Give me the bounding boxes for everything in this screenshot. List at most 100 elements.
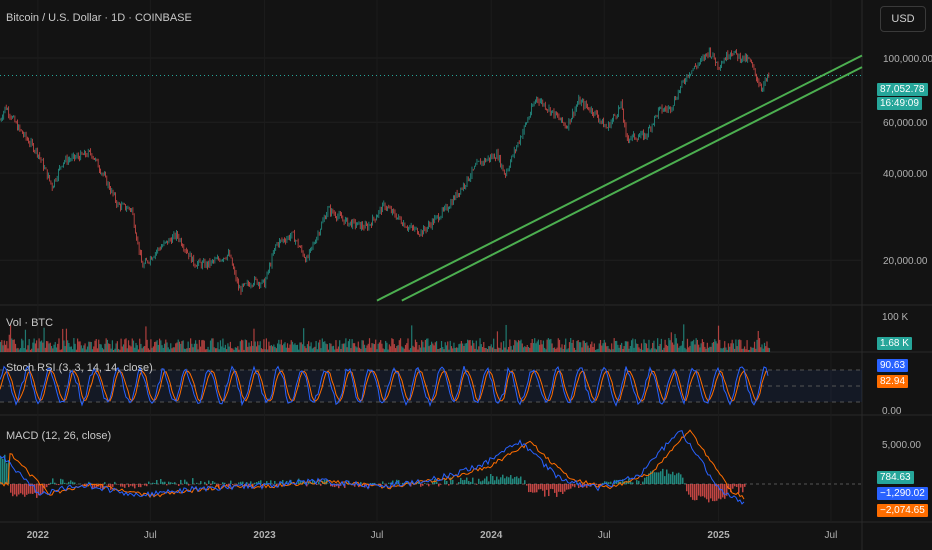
volume-bar	[388, 344, 390, 352]
volume-bar	[289, 344, 291, 352]
volume-bar	[494, 348, 496, 352]
volume-bar	[721, 348, 723, 352]
macd-hist-bar	[646, 476, 648, 484]
macd-hist-bar	[266, 481, 268, 484]
macd-hist-bar	[548, 484, 550, 497]
volume-bar	[340, 348, 342, 352]
macd-hist-bar	[670, 474, 672, 484]
volume-bar	[635, 343, 638, 352]
volume-bar	[180, 343, 182, 352]
volume-bar	[345, 338, 347, 352]
volume-bar	[664, 339, 666, 352]
macd-hist-bar	[664, 476, 666, 484]
trendlines[interactable]	[376, 54, 863, 302]
volume-bar	[588, 347, 590, 352]
volume-bar	[13, 339, 15, 352]
macd-hist-bar	[438, 484, 440, 487]
x-tick-label: Jul	[144, 530, 157, 541]
volume-bar	[49, 342, 51, 352]
volume-bar	[85, 349, 87, 352]
macd-hist-bar	[638, 480, 640, 484]
macd-hist-bar	[460, 477, 462, 484]
volume-bar	[226, 349, 228, 352]
volume-bar	[144, 345, 146, 352]
volume-bar	[217, 342, 219, 352]
macd-hist-bar	[660, 471, 662, 484]
volume-bar	[157, 344, 159, 352]
volume-bar	[304, 346, 306, 352]
volume-bar	[0, 341, 2, 352]
macd-hist-bar	[382, 481, 384, 484]
x-tick-label: 2024	[480, 530, 503, 541]
volume-bar	[670, 332, 672, 352]
volume-bar	[27, 345, 29, 352]
trendline-lower[interactable]	[401, 66, 863, 302]
macd-hist-bar	[418, 481, 420, 484]
macd-hist-bar	[656, 472, 658, 484]
volume-bar	[633, 347, 635, 352]
trendline-upper[interactable]	[376, 54, 863, 302]
volume-bar	[710, 346, 712, 352]
volume-bar	[108, 343, 110, 352]
volume-bar	[638, 347, 640, 352]
volume-bar	[42, 342, 44, 352]
volume-bar	[735, 339, 737, 352]
volume-bar	[762, 348, 764, 352]
macd-hist-bar	[472, 477, 474, 484]
currency-button[interactable]: USD	[880, 6, 926, 32]
volume-bar	[300, 342, 302, 352]
macd-hist-bar	[686, 484, 688, 492]
volume-bar	[344, 343, 346, 352]
volume-bar	[6, 341, 8, 352]
macd-hist-bar	[610, 481, 612, 484]
x-axis-ticks: 2022 Jul 2023 Jul 2024 Jul 2025 Jul	[27, 530, 838, 541]
volume-bar	[73, 338, 75, 352]
volume-bar	[233, 349, 235, 352]
volume-bar	[488, 346, 490, 352]
volume-bar	[67, 340, 69, 352]
volume-bar	[386, 342, 388, 352]
macd-hist-bar	[192, 478, 194, 484]
macd-hist-bar	[226, 484, 228, 486]
macd-hist-bar	[12, 484, 14, 497]
volume-bar	[558, 339, 561, 352]
volume-bar	[712, 341, 715, 352]
volume-bar	[729, 346, 731, 352]
macd-hist-bar	[318, 481, 320, 484]
volume-bar	[414, 339, 417, 352]
volume-bar	[319, 339, 321, 352]
macd-hist-bar	[732, 484, 734, 489]
volume-bar	[581, 347, 583, 352]
macd-hist-bar	[380, 484, 382, 486]
volume-bar	[147, 348, 150, 352]
volume-bar	[505, 324, 507, 352]
volume-bar	[370, 347, 372, 352]
volume-bar	[377, 343, 379, 352]
macd-hist-bar	[240, 481, 242, 484]
volume-bar	[44, 347, 46, 352]
volume-bar	[229, 341, 231, 352]
macd-hist-bar	[496, 476, 498, 484]
volume-bar	[577, 340, 579, 352]
volume-bar	[258, 345, 260, 352]
volume-bar	[634, 339, 636, 352]
macd-hist-bar	[304, 482, 306, 484]
volume-bar	[52, 348, 54, 352]
macd-hist-bar	[470, 481, 472, 484]
volume-bar	[640, 343, 643, 352]
volume-bar	[259, 341, 261, 352]
volume-bar	[235, 347, 238, 352]
volume-bar	[9, 325, 12, 352]
macd-hist-bar	[374, 482, 376, 484]
volume-bar	[576, 340, 578, 352]
macd-hist-bar	[124, 484, 126, 488]
macd-hist-bar	[146, 484, 148, 487]
macd-hist-bar	[424, 483, 426, 484]
macd-hist-bar	[458, 482, 460, 484]
volume-bar	[766, 341, 768, 352]
volume-bar	[88, 341, 90, 352]
volume-bar	[371, 343, 373, 352]
macd-hist-bar	[52, 478, 54, 484]
volume-bar	[545, 349, 547, 352]
